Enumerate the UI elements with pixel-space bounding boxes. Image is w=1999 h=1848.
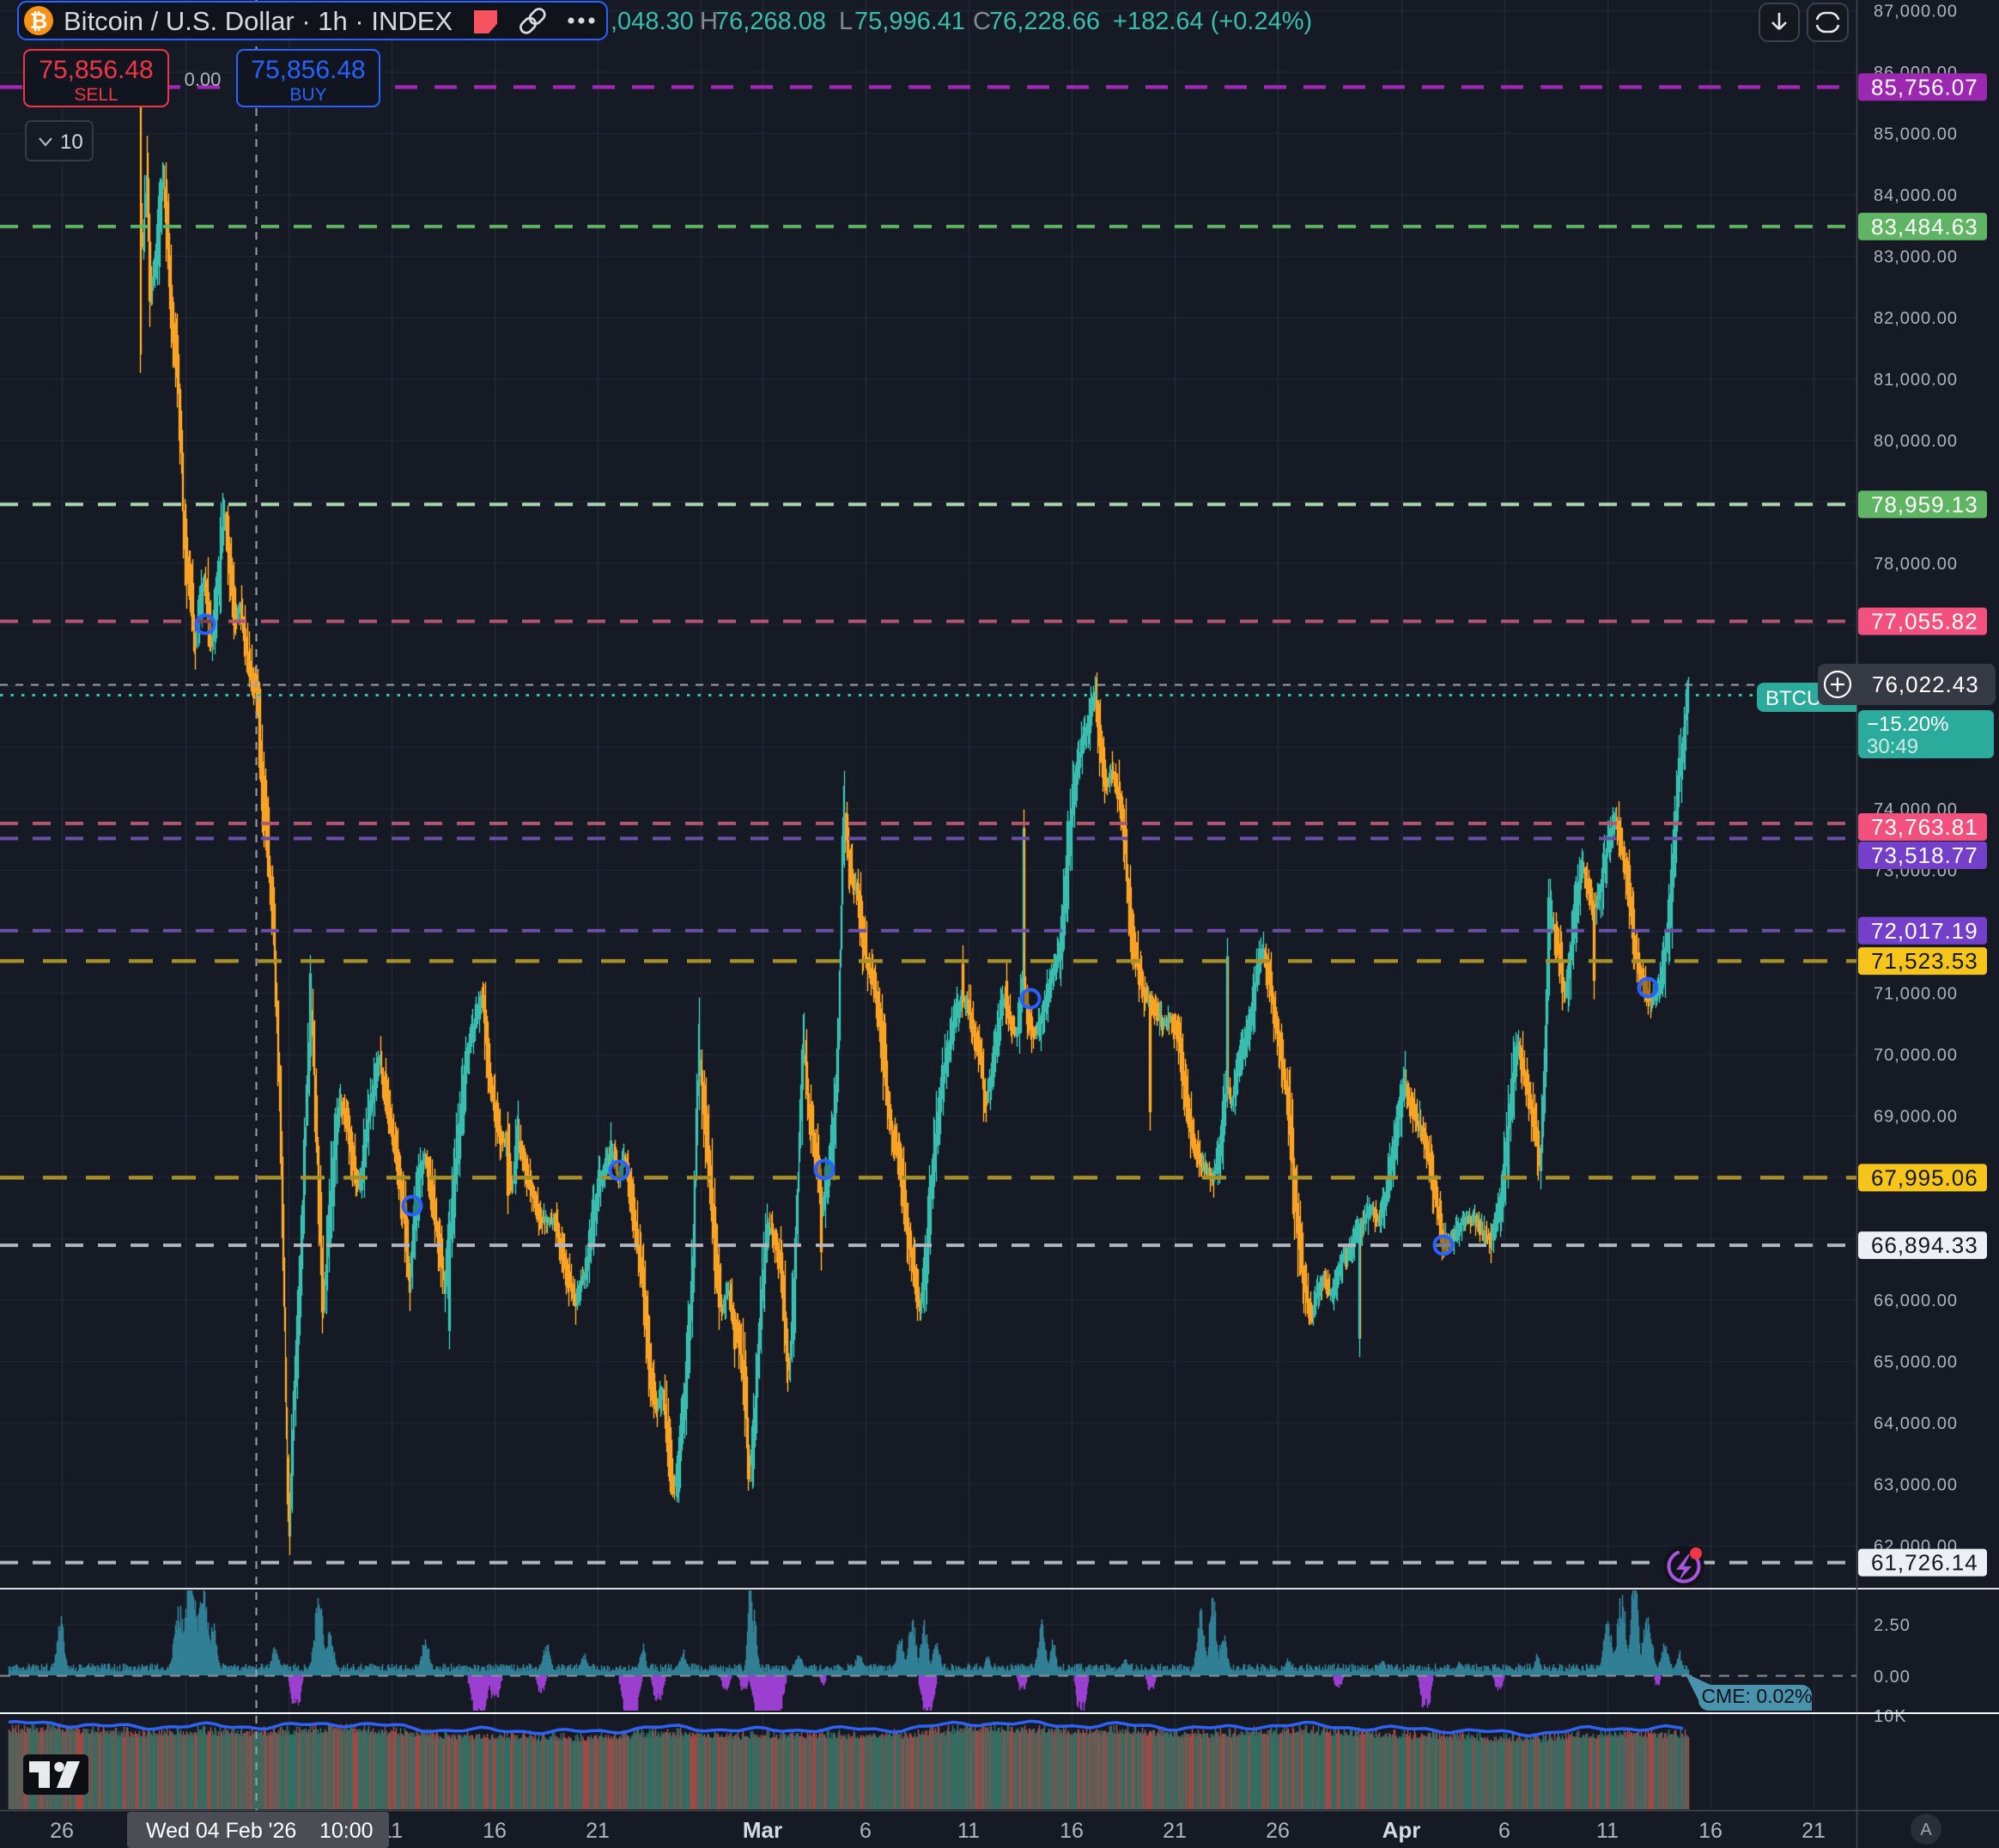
svg-text:82,000.00: 82,000.00 [1874,309,1958,328]
svg-text:75,856.48: 75,856.48 [251,56,365,84]
svg-text:65,000.00: 65,000.00 [1874,1353,1958,1372]
svg-text:70,000.00: 70,000.00 [1874,1046,1958,1065]
svg-text:30:49: 30:49 [1867,735,1918,758]
svg-text:85,756.07: 85,756.07 [1871,74,1978,100]
svg-text:71,523.53: 71,523.53 [1871,948,1978,974]
svg-text:16: 16 [483,1819,507,1843]
svg-text:76,022.43: 76,022.43 [1872,672,1979,697]
svg-text:80,000.00: 80,000.00 [1874,432,1958,451]
svg-text:H: H [700,8,718,35]
svg-text:10: 10 [60,131,83,154]
svg-text:64,000.00: 64,000.00 [1874,1414,1958,1433]
svg-text:21: 21 [1802,1819,1826,1843]
svg-text:71,000.00: 71,000.00 [1874,985,1958,1004]
svg-text:CME: 0.02%: CME: 0.02% [1701,1685,1812,1707]
svg-text:66,894.33: 66,894.33 [1871,1232,1978,1258]
svg-text:0.00: 0.00 [1874,1668,1911,1687]
svg-text:77,055.82: 77,055.82 [1871,609,1978,635]
svg-text:72,017.19: 72,017.19 [1871,918,1978,944]
svg-text:Bitcoin / U.S. Dollar · 1h · I: Bitcoin / U.S. Dollar · 1h · INDEX [64,6,453,36]
svg-text:73,518.77: 73,518.77 [1871,842,1978,868]
svg-text:BUY: BUY [289,85,326,105]
svg-text:66,000.00: 66,000.00 [1874,1292,1958,1310]
svg-text:67,995.06: 67,995.06 [1871,1164,1978,1190]
svg-text:81,000.00: 81,000.00 [1874,371,1958,390]
svg-text:84,000.00: 84,000.00 [1874,186,1958,205]
svg-text:26: 26 [50,1819,74,1843]
svg-text:21: 21 [1163,1819,1187,1843]
svg-text:L: L [839,8,853,35]
svg-text:76,268.08: 76,268.08 [715,8,826,35]
svg-text:,048.30: ,048.30 [611,8,694,35]
svg-text:16: 16 [1060,1819,1084,1843]
svg-text:85,000.00: 85,000.00 [1874,125,1958,144]
svg-text:+182.64 (+0.24%): +182.64 (+0.24%) [1113,8,1312,35]
svg-text:Mar: Mar [743,1817,782,1843]
svg-text:26: 26 [1266,1819,1290,1843]
svg-text:0.00: 0.00 [185,69,222,90]
svg-text:61,726.14: 61,726.14 [1871,1550,1978,1576]
svg-text:Wed 04 Feb '26: Wed 04 Feb '26 [146,1819,296,1843]
svg-text:6: 6 [1498,1819,1510,1843]
svg-text:A: A [1920,1821,1932,1839]
svg-text:₿: ₿ [30,9,47,33]
svg-text:78,000.00: 78,000.00 [1874,555,1958,574]
svg-text:SELL: SELL [74,85,118,105]
svg-text:63,000.00: 63,000.00 [1874,1476,1958,1495]
svg-text:2.50: 2.50 [1874,1616,1911,1635]
svg-text:87,000.00: 87,000.00 [1874,3,1958,21]
svg-text:11: 11 [957,1819,980,1843]
svg-text:76,228.66: 76,228.66 [989,8,1100,35]
svg-text:75,856.48: 75,856.48 [39,56,153,84]
svg-text:21: 21 [586,1819,610,1843]
svg-text:73,763.81: 73,763.81 [1871,814,1978,840]
svg-text:11: 11 [1596,1819,1619,1843]
svg-text:10:00: 10:00 [319,1819,374,1843]
svg-text:16: 16 [1698,1819,1723,1843]
svg-text:75,996.41: 75,996.41 [854,8,965,35]
svg-text:Apr: Apr [1382,1817,1421,1843]
svg-text:BTCU: BTCU [1765,687,1821,710]
svg-text:83,000.00: 83,000.00 [1874,248,1958,267]
svg-text:10K: 10K [1874,1707,1907,1726]
svg-text:69,000.00: 69,000.00 [1874,1108,1958,1127]
svg-text:C: C [973,8,991,35]
svg-text:83,484.63: 83,484.63 [1871,214,1978,240]
svg-text:6: 6 [860,1819,872,1843]
svg-text:−15.20%: −15.20% [1867,713,1948,736]
svg-text:78,959.13: 78,959.13 [1871,491,1978,517]
